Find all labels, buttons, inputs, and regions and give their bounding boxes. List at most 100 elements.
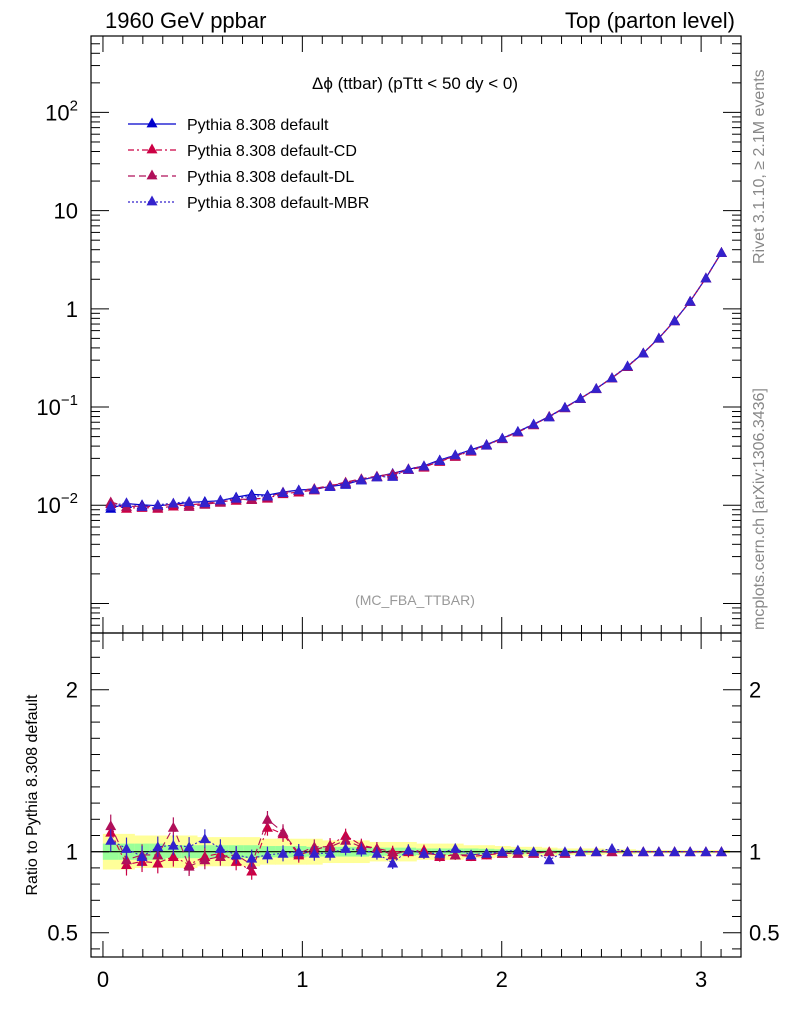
main-series-marker xyxy=(481,439,493,450)
main-series-marker xyxy=(277,487,289,498)
ratio-series-marker xyxy=(512,844,524,855)
ratio-x-tick-label: 2 xyxy=(496,967,508,992)
ratio-series-marker xyxy=(293,846,305,857)
ratio-series-marker xyxy=(387,857,399,868)
main-series-marker xyxy=(183,501,195,511)
legend: Pythia 8.308 default Pythia 8.308 default… xyxy=(128,117,369,212)
main-series-marker xyxy=(167,497,179,508)
main-series-marker xyxy=(324,481,336,491)
ratio-series-line xyxy=(110,838,722,864)
ratio-series-marker xyxy=(590,846,602,857)
ratio-series-marker xyxy=(183,841,195,852)
main-series-marker xyxy=(120,497,132,508)
ratio-x-tick-label: 1 xyxy=(296,967,308,992)
main-series-marker xyxy=(355,474,367,485)
main-series-layer xyxy=(105,246,727,513)
main-series-marker xyxy=(528,418,540,429)
main-series-marker xyxy=(183,496,195,506)
ratio-series-marker xyxy=(152,841,164,852)
ratio-series-line xyxy=(110,818,722,867)
ratio-series-layer xyxy=(105,810,727,880)
legend-marker xyxy=(146,143,158,154)
main-series-marker xyxy=(700,272,712,283)
ratio-series-marker xyxy=(340,834,352,845)
ratio-series-marker xyxy=(167,851,179,861)
ratio-series-marker xyxy=(496,846,508,857)
analysis-watermark: (MC_FBA_TTBAR) xyxy=(355,592,475,608)
ratio-series-marker xyxy=(120,842,132,853)
legend-marker xyxy=(146,169,158,180)
main-y-tick-label: 10−1 xyxy=(36,392,78,420)
main-series-marker xyxy=(653,332,665,343)
legend-label: Pythia 8.308 default-MBR xyxy=(187,195,369,212)
ratio-series-marker xyxy=(622,846,634,857)
ratio-y-tick-label-right: 1 xyxy=(749,840,761,865)
main-axis-ticks: 10−2 10−1 1 10 102 xyxy=(36,35,742,634)
ratio-series-marker xyxy=(543,854,555,865)
main-series-marker xyxy=(465,444,477,455)
ratio-series-marker xyxy=(167,839,179,850)
ratio-series-marker xyxy=(136,851,148,861)
main-series-marker xyxy=(637,347,649,358)
main-series-marker xyxy=(434,455,446,465)
ratio-plot-frame xyxy=(90,632,742,958)
ratio-series-marker xyxy=(105,820,117,831)
main-series-marker xyxy=(308,483,320,494)
main-series-marker xyxy=(715,246,727,257)
ratio-axis-ticks: 0 1 2 3 0.5 0.5 1 1 2 2 xyxy=(47,633,780,992)
main-series-marker xyxy=(371,471,383,482)
ratio-series-marker xyxy=(449,842,461,853)
main-series-marker xyxy=(590,383,602,393)
main-plot-panel: 10−2 10−1 1 10 102 Δϕ (ttbar) (pTtt < 50 dy … xyxy=(36,35,742,634)
ratio-series-marker xyxy=(230,849,242,860)
main-y-tick-label: 102 xyxy=(45,97,78,125)
ratio-plot-panel: 0 1 2 3 0.5 0.5 1 1 2 2 Ratio to Pythia 8.308 def… xyxy=(24,632,780,992)
main-series-marker xyxy=(387,471,399,481)
ratio-series-marker xyxy=(543,846,555,857)
ratio-series-marker xyxy=(261,849,273,860)
main-series-line xyxy=(110,252,722,509)
main-series-marker xyxy=(136,501,148,511)
main-series-marker xyxy=(543,411,555,422)
main-series-marker xyxy=(402,463,414,474)
main-series-marker xyxy=(152,499,164,510)
ratio-series-marker xyxy=(261,813,273,824)
main-series-marker xyxy=(340,477,352,488)
main-series-marker xyxy=(559,401,571,412)
main-series-marker xyxy=(669,315,681,326)
main-series-marker xyxy=(449,449,461,460)
ratio-y-axis-label: Ratio to Pythia 8.308 default xyxy=(24,694,41,896)
ratio-series-marker xyxy=(167,821,179,832)
ratio-series-marker xyxy=(700,846,712,857)
ratio-series-marker xyxy=(277,847,289,858)
main-series-marker xyxy=(214,494,226,505)
legend-label: Pythia 8.308 default-CD xyxy=(187,143,357,160)
ratio-series-marker xyxy=(199,854,211,865)
mcplots-label: mcplots.cern.ch [arXiv:1306.3436] xyxy=(751,388,768,630)
ratio-x-tick-label: 0 xyxy=(97,967,109,992)
main-series-marker xyxy=(293,484,305,495)
ratio-y-tick-label-right: 2 xyxy=(749,678,761,703)
ratio-series-marker xyxy=(418,847,430,858)
legend-marker xyxy=(146,195,158,206)
rivet-label: Rivet 3.1.10, ≥ 2.1M events xyxy=(751,69,768,264)
ratio-series-marker xyxy=(528,846,540,857)
legend-label: Pythia 8.308 default xyxy=(187,117,329,134)
main-series-marker xyxy=(496,432,508,443)
main-series-marker xyxy=(230,492,242,503)
main-series-marker xyxy=(246,490,258,501)
legend-label: Pythia 8.308 default-DL xyxy=(187,169,354,186)
ratio-series-marker xyxy=(324,847,336,858)
main-series-marker xyxy=(622,360,634,371)
main-y-tick-label: 10 xyxy=(54,199,78,224)
main-series-marker xyxy=(105,500,117,511)
ratio-series-marker xyxy=(371,847,383,858)
ratio-series-marker xyxy=(183,860,195,871)
ratio-series-marker xyxy=(277,826,289,837)
legend-marker xyxy=(146,117,158,128)
ratio-series-marker xyxy=(715,846,727,857)
ratio-series-marker xyxy=(449,849,461,860)
main-y-tick-label: 10−2 xyxy=(36,490,78,518)
ratio-series-marker xyxy=(481,847,493,858)
